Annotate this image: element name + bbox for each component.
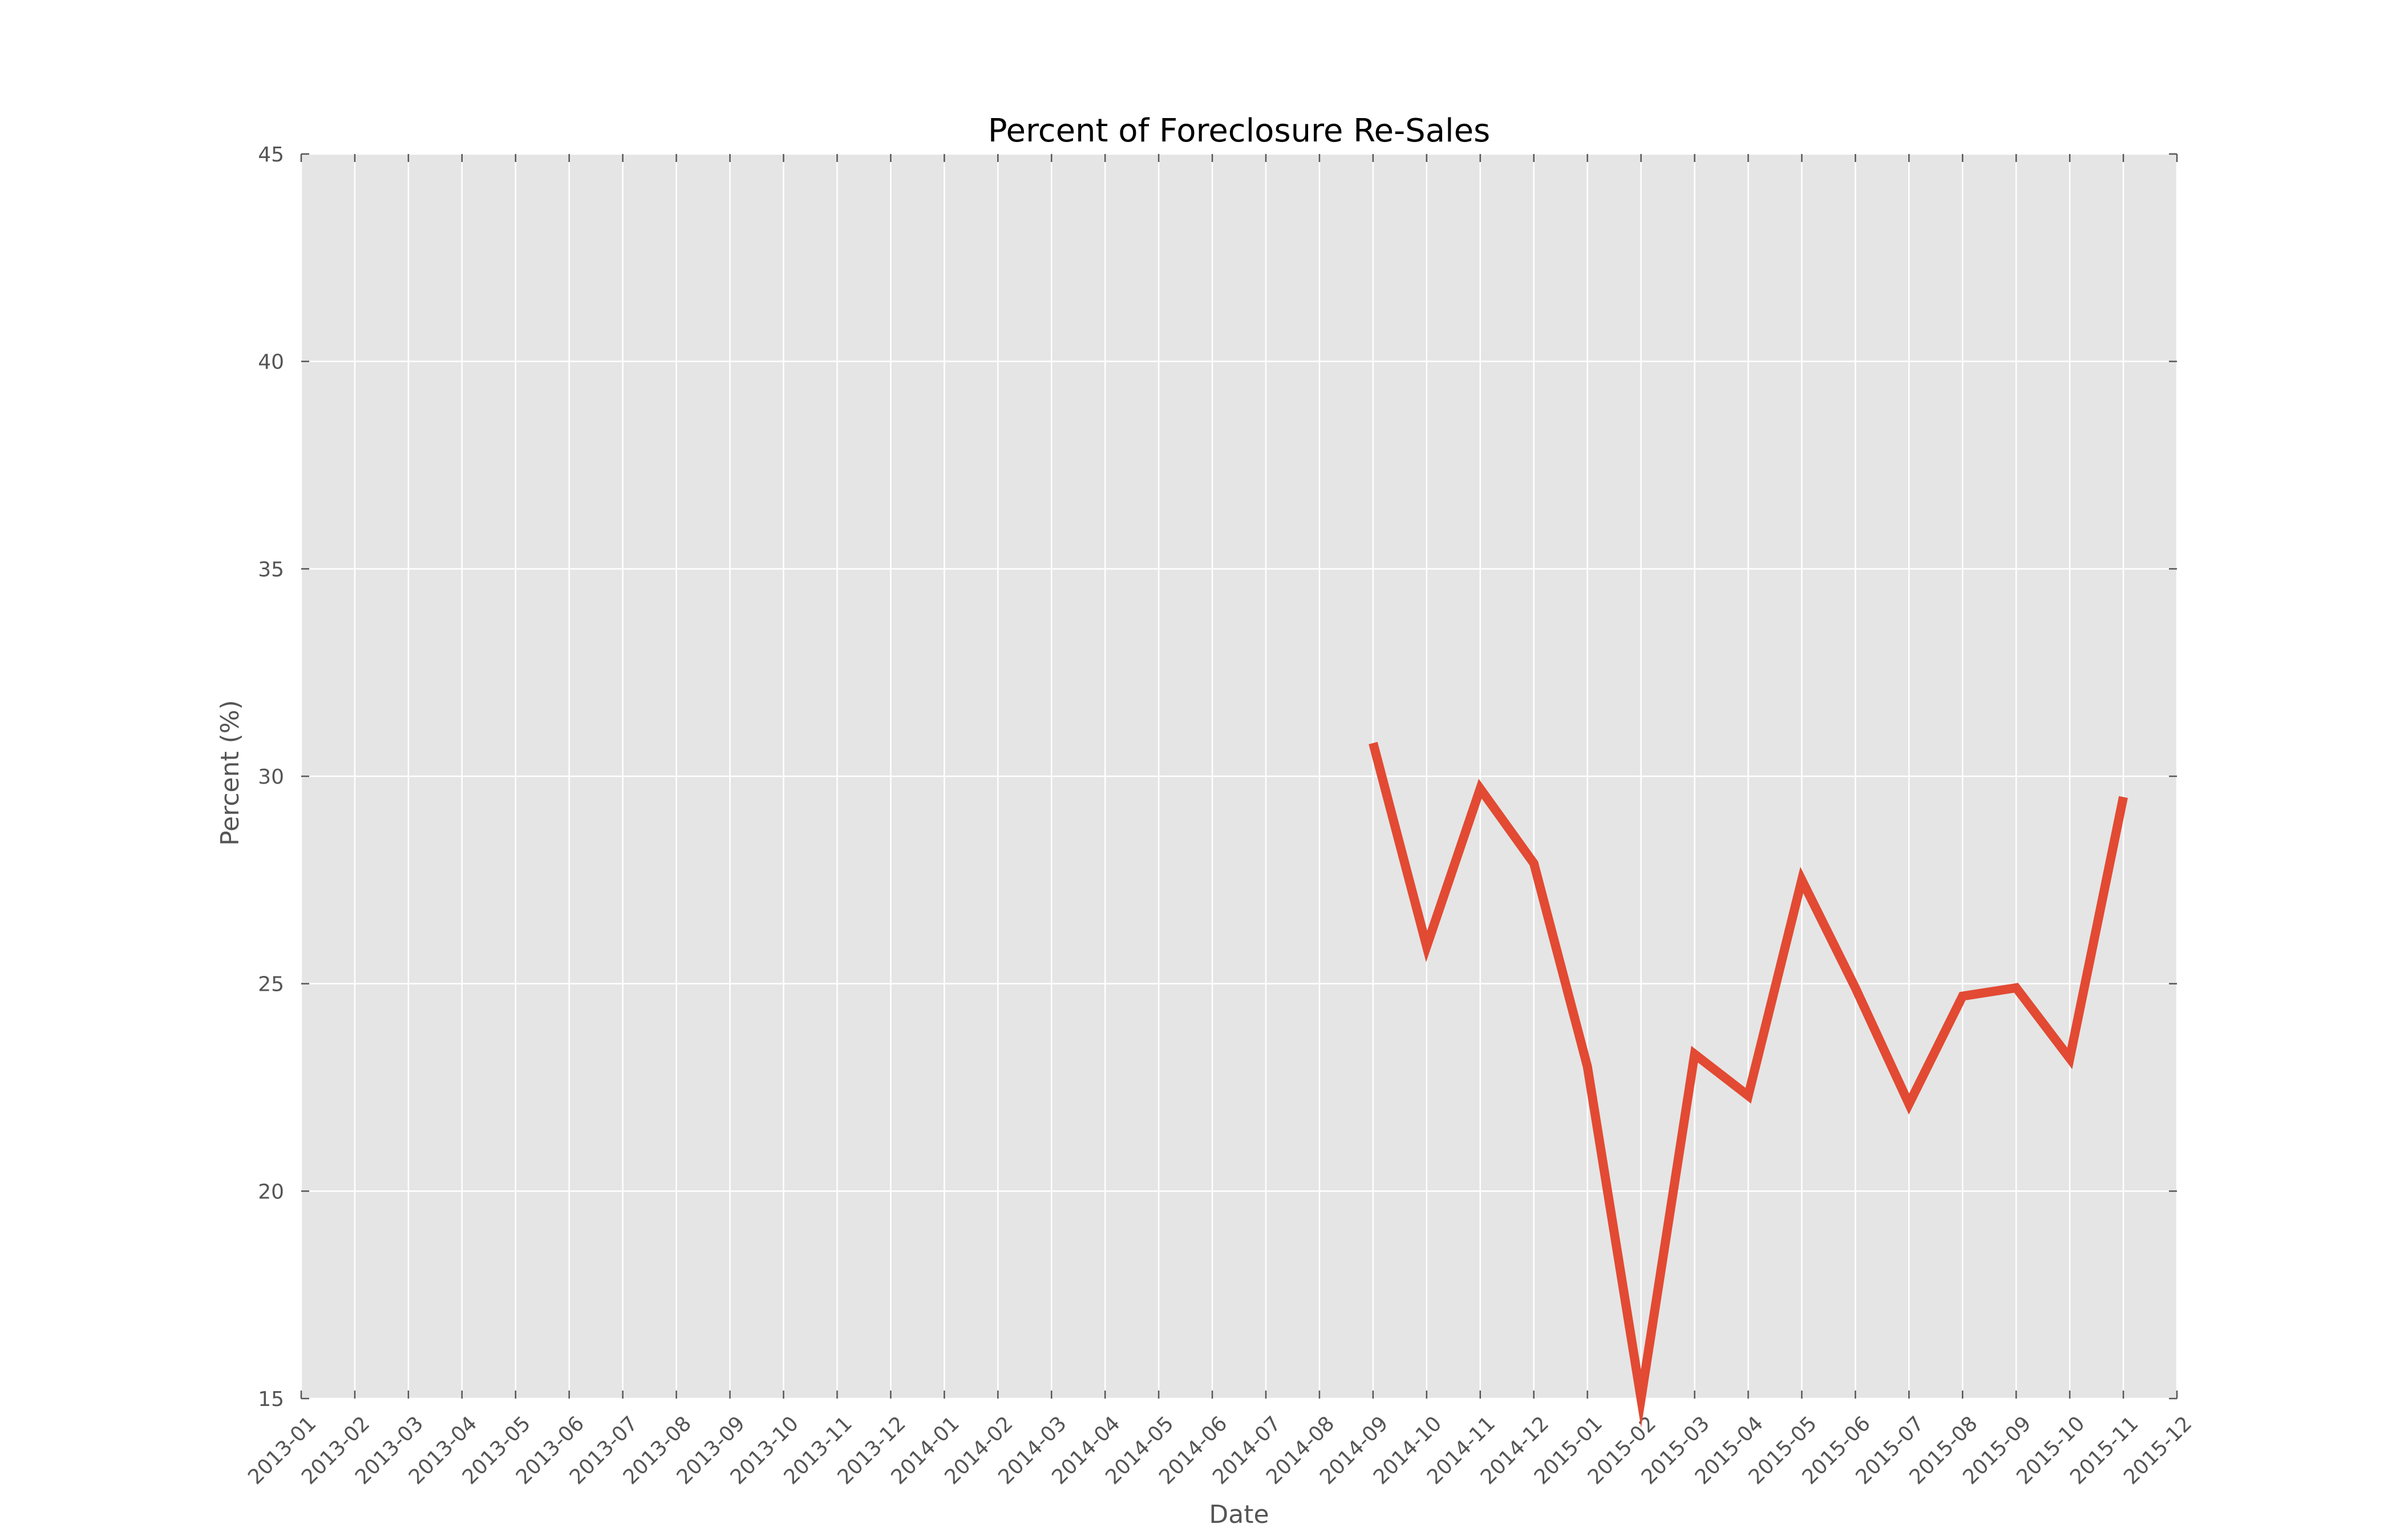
data-point — [2016, 987, 2017, 988]
y-tick-label: 15 — [258, 1388, 284, 1411]
x-axis-label: Date — [1209, 1500, 1269, 1529]
plot-area: 2013-012013-022013-032013-042013-052013-… — [244, 143, 2196, 1489]
y-tick-label: 30 — [258, 765, 284, 789]
data-point — [1855, 987, 1856, 988]
y-tick-label: 45 — [258, 143, 284, 167]
y-axis-label: Percent (%) — [216, 700, 245, 846]
data-point — [1533, 863, 1534, 864]
y-tick-label: 20 — [258, 1180, 284, 1203]
tick-marks — [300, 153, 2178, 1400]
series-line — [1369, 741, 2128, 1428]
y-tick-label: 25 — [258, 973, 284, 996]
data-point — [1694, 1054, 1695, 1055]
data-series — [1369, 741, 2128, 1428]
y-tick-label: 40 — [258, 351, 284, 374]
y-tick-label: 35 — [258, 558, 284, 581]
data-point — [1426, 946, 1427, 947]
chart-title: Percent of Foreclosure Re-Sales — [988, 112, 1490, 149]
